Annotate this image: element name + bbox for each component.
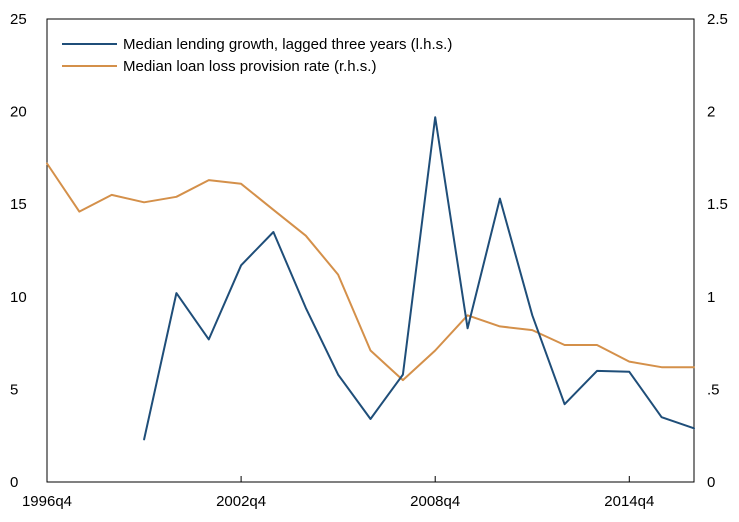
legend-label: Median loan loss provision rate (r.h.s.) — [123, 58, 376, 75]
right-tick-label: 2 — [707, 104, 715, 121]
x-axis: 1996q4 2002q4 2008q4 2014q4 — [22, 476, 654, 510]
right-tick-label: 2.5 — [707, 11, 728, 28]
right-axis: 0 .5 1 1.5 2 2.5 — [707, 11, 728, 491]
left-tick-label: 5 — [10, 381, 18, 398]
left-tick-label: 25 — [10, 11, 27, 28]
x-tick-label: 2014q4 — [604, 493, 654, 510]
legend: Median lending growth, lagged three year… — [62, 36, 452, 75]
right-tick-label: .5 — [707, 381, 720, 398]
left-tick-label: 0 — [10, 474, 18, 491]
legend-label: Median lending growth, lagged three year… — [123, 36, 452, 53]
series-line — [143, 116, 695, 441]
x-tick-label: 2002q4 — [216, 493, 266, 510]
right-tick-label: 1.5 — [707, 196, 728, 213]
left-tick-label: 20 — [10, 104, 27, 121]
x-tick-label: 2008q4 — [410, 493, 460, 510]
right-tick-label: 1 — [707, 289, 715, 306]
left-tick-label: 15 — [10, 196, 27, 213]
left-axis: 0 5 10 15 20 25 — [10, 11, 27, 491]
plot-area — [46, 18, 695, 483]
series-line — [46, 162, 695, 382]
series-layer — [46, 116, 695, 441]
plot-border — [46, 18, 695, 483]
right-tick-label: 0 — [707, 474, 715, 491]
left-tick-label: 10 — [10, 289, 27, 306]
x-tick-label: 1996q4 — [22, 493, 72, 510]
